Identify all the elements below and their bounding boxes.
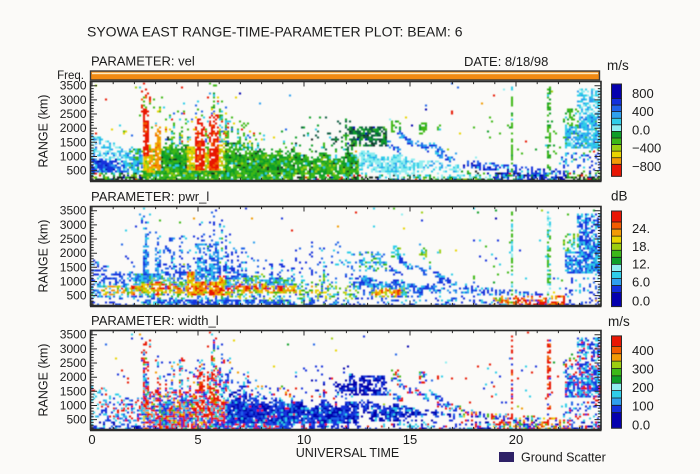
svg-text:RANGE (km): RANGE (km) — [37, 220, 51, 293]
svg-text:Freq.: Freq. — [57, 70, 84, 82]
svg-text:18.: 18. — [632, 239, 650, 254]
svg-text:2500: 2500 — [60, 107, 87, 121]
svg-text:PARAMETER: pwr_l: PARAMETER: pwr_l — [91, 189, 209, 204]
svg-text:500: 500 — [66, 164, 86, 178]
svg-text:RANGE (km): RANGE (km) — [37, 344, 51, 417]
svg-text:15: 15 — [403, 432, 417, 447]
svg-text:3500: 3500 — [60, 79, 87, 93]
svg-text:dB: dB — [611, 189, 628, 204]
svg-text:5: 5 — [194, 432, 201, 447]
svg-text:10: 10 — [297, 432, 311, 447]
svg-text:1000: 1000 — [60, 274, 87, 288]
svg-text:UNIVERSAL TIME: UNIVERSAL TIME — [296, 446, 400, 460]
svg-text:400: 400 — [632, 343, 654, 358]
svg-text:1000: 1000 — [60, 398, 87, 412]
svg-text:100: 100 — [632, 398, 654, 413]
svg-text:SYOWA EAST RANGE-TIME-PARAMETE: SYOWA EAST RANGE-TIME-PARAMETER PLOT: BE… — [87, 24, 463, 40]
svg-text:3000: 3000 — [60, 342, 87, 356]
svg-text:2500: 2500 — [60, 232, 87, 246]
svg-text:0.0: 0.0 — [632, 418, 650, 433]
svg-text:3500: 3500 — [60, 204, 87, 218]
svg-text:−400: −400 — [632, 141, 661, 156]
svg-text:PARAMETER: width_l: PARAMETER: width_l — [91, 313, 219, 328]
svg-text:1000: 1000 — [60, 149, 87, 163]
svg-text:3000: 3000 — [60, 218, 87, 232]
svg-text:2000: 2000 — [60, 246, 87, 260]
svg-text:0.0: 0.0 — [632, 294, 650, 309]
svg-text:400: 400 — [632, 104, 654, 119]
svg-text:500: 500 — [66, 413, 86, 427]
svg-text:−800: −800 — [632, 159, 661, 174]
svg-text:800: 800 — [632, 86, 654, 101]
svg-text:m/s: m/s — [608, 314, 630, 329]
svg-text:PARAMETER: vel: PARAMETER: vel — [91, 54, 195, 69]
svg-text:2000: 2000 — [60, 370, 87, 384]
svg-text:0.0: 0.0 — [632, 123, 650, 138]
svg-text:0: 0 — [88, 432, 95, 447]
svg-text:m/s: m/s — [607, 58, 629, 73]
svg-text:200: 200 — [632, 380, 654, 395]
svg-text:1500: 1500 — [60, 384, 87, 398]
svg-text:20: 20 — [509, 432, 523, 447]
svg-text:2500: 2500 — [60, 356, 87, 370]
svg-text:Ground Scatter: Ground Scatter — [521, 451, 606, 465]
svg-text:2000: 2000 — [60, 121, 87, 135]
svg-text:1500: 1500 — [60, 135, 87, 149]
svg-text:1500: 1500 — [60, 260, 87, 274]
svg-text:24.: 24. — [632, 221, 650, 236]
svg-text:12.: 12. — [632, 257, 650, 272]
svg-text:DATE: 8/18/98: DATE: 8/18/98 — [464, 54, 548, 69]
svg-text:RANGE (km): RANGE (km) — [37, 95, 51, 168]
svg-text:3500: 3500 — [60, 328, 87, 342]
svg-text:300: 300 — [632, 362, 654, 377]
svg-text:6.0: 6.0 — [632, 275, 650, 290]
svg-text:500: 500 — [66, 289, 86, 303]
svg-text:3000: 3000 — [60, 93, 87, 107]
